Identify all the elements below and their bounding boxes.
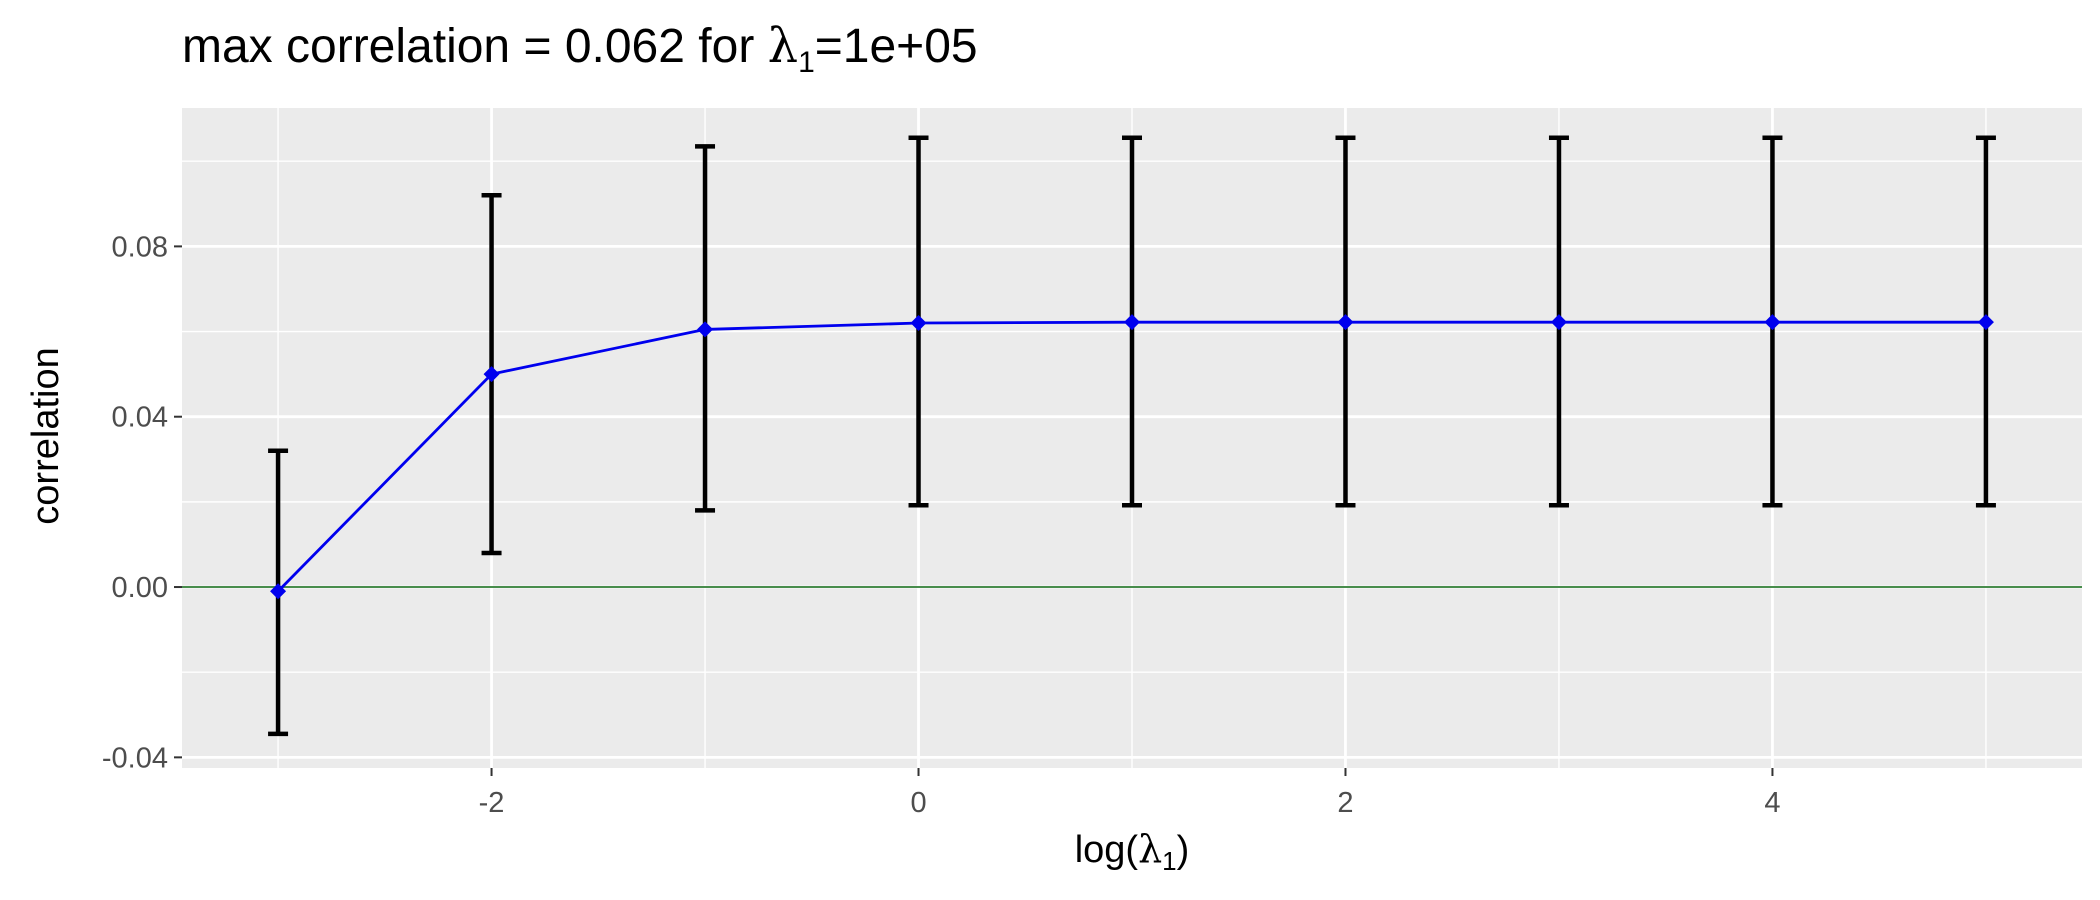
data-point <box>270 583 287 600</box>
y-axis-title: correlation <box>25 347 67 524</box>
data-point <box>1550 314 1567 331</box>
x-axis-title: log(λ1) <box>1075 827 1190 876</box>
data-point <box>1764 314 1781 331</box>
y-tick-label: -0.04 <box>102 742 168 774</box>
correlation-series <box>270 314 1994 600</box>
data-point <box>697 321 714 338</box>
y-axis: -0.04 0.00 0.04 0.08 <box>102 231 182 774</box>
data-point <box>483 366 500 383</box>
data-point <box>1337 314 1354 331</box>
data-point <box>1124 314 1140 331</box>
x-tick-label: 4 <box>1764 787 1780 819</box>
y-tick-label: 0.04 <box>112 402 168 434</box>
x-tick-label: 0 <box>910 787 926 819</box>
y-tick-label: 0.08 <box>112 231 168 263</box>
x-axis: -2 0 2 4 <box>479 768 1781 819</box>
data-point <box>910 315 927 332</box>
data-point <box>1977 314 1994 331</box>
x-tick-label: -2 <box>479 787 505 819</box>
chart-title: max correlation = 0.062 for λ1=1e+05 <box>182 18 978 79</box>
x-tick-label: 2 <box>1337 787 1353 819</box>
y-tick-label: 0.00 <box>112 572 168 604</box>
